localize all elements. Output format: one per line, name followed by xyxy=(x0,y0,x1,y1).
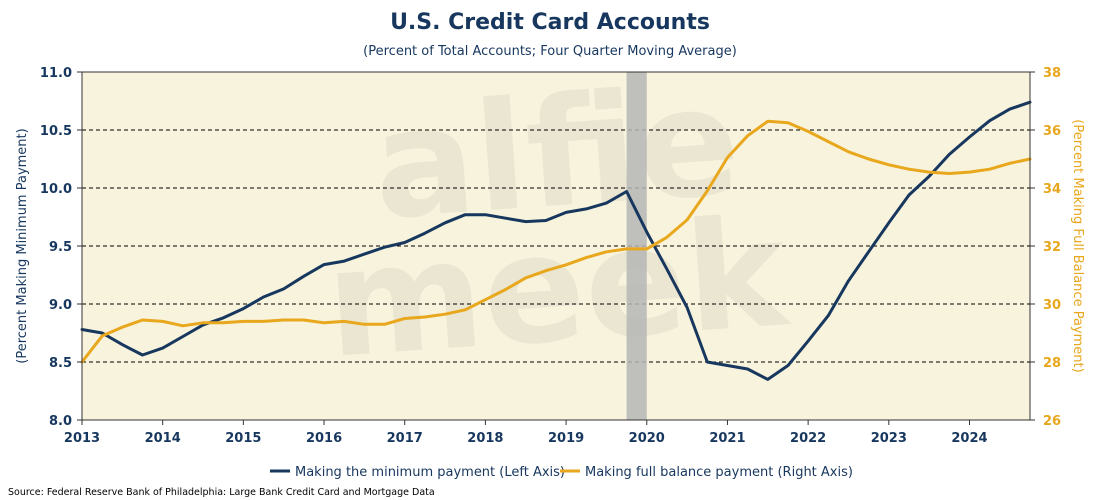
chart-title: U.S. Credit Card Accounts xyxy=(390,10,710,35)
left-axis-tick-label: 9.5 xyxy=(49,240,72,255)
right-axis-tick-label: 38 xyxy=(1043,66,1061,81)
x-axis-tick-label: 2014 xyxy=(145,431,181,446)
x-axis-tick-label: 2015 xyxy=(225,431,261,446)
left-axis-title: (Percent Making Minimum Payment) xyxy=(15,128,30,363)
right-axis-tick-label: 36 xyxy=(1043,124,1061,139)
left-axis-tick-label: 8.0 xyxy=(49,414,72,429)
right-axis-tick-label: 26 xyxy=(1043,414,1061,429)
x-axis-tick-label: 2022 xyxy=(790,431,826,446)
legend-label-full: Making full balance payment (Right Axis) xyxy=(585,465,853,480)
right-axis-title: (Percent Making Full Balance Payment) xyxy=(1070,119,1085,372)
x-axis-tick-label: 2021 xyxy=(709,431,745,446)
watermark-text-line-2: meek xyxy=(321,186,795,392)
chart-subtitle: (Percent of Total Accounts; Four Quarter… xyxy=(363,44,737,59)
x-axis-tick-label: 2013 xyxy=(64,431,100,446)
x-axis-tick-label: 2016 xyxy=(306,431,342,446)
shaded-period xyxy=(626,72,647,420)
series-lines xyxy=(80,100,1032,381)
left-axis-tick-label: 10.5 xyxy=(40,124,72,139)
right-axis-tick-label: 28 xyxy=(1043,356,1061,371)
right-axis-tick-label: 32 xyxy=(1043,240,1061,255)
source-note: Source: Federal Reserve Bank of Philadel… xyxy=(8,487,435,498)
x-axis-tick-label: 2018 xyxy=(467,431,503,446)
legend: Making the minimum payment (Left Axis) M… xyxy=(270,465,853,480)
right-axis-tick-label: 34 xyxy=(1043,182,1061,197)
x-axis-tick-label: 2023 xyxy=(871,431,907,446)
left-axis-tick-label: 10.0 xyxy=(40,182,72,197)
x-axis-tick-label: 2024 xyxy=(951,431,987,446)
series-line-minimum-payment xyxy=(80,100,1032,381)
series-line-full-balance xyxy=(80,119,1032,364)
legend-label-minimum: Making the minimum payment (Left Axis) xyxy=(295,465,565,480)
left-axis-tick-label: 11.0 xyxy=(40,66,72,81)
watermark-text-line-1: alfie xyxy=(368,55,745,254)
axes: 8.0 8.5 9.0 9.5 10.0 10.5 11.0 26 28 30 32 34 36 38 20… xyxy=(40,66,1061,446)
recession-shading xyxy=(626,72,647,420)
watermark: alfie meek xyxy=(321,55,795,392)
x-axis-tick-label: 2020 xyxy=(629,431,665,446)
left-axis-tick-label: 9.0 xyxy=(49,298,72,313)
right-axis-tick-label: 30 xyxy=(1043,298,1061,313)
x-axis-tick-label: 2019 xyxy=(548,431,584,446)
left-axis-tick-label: 8.5 xyxy=(49,356,72,371)
x-axis-tick-label: 2017 xyxy=(387,431,423,446)
